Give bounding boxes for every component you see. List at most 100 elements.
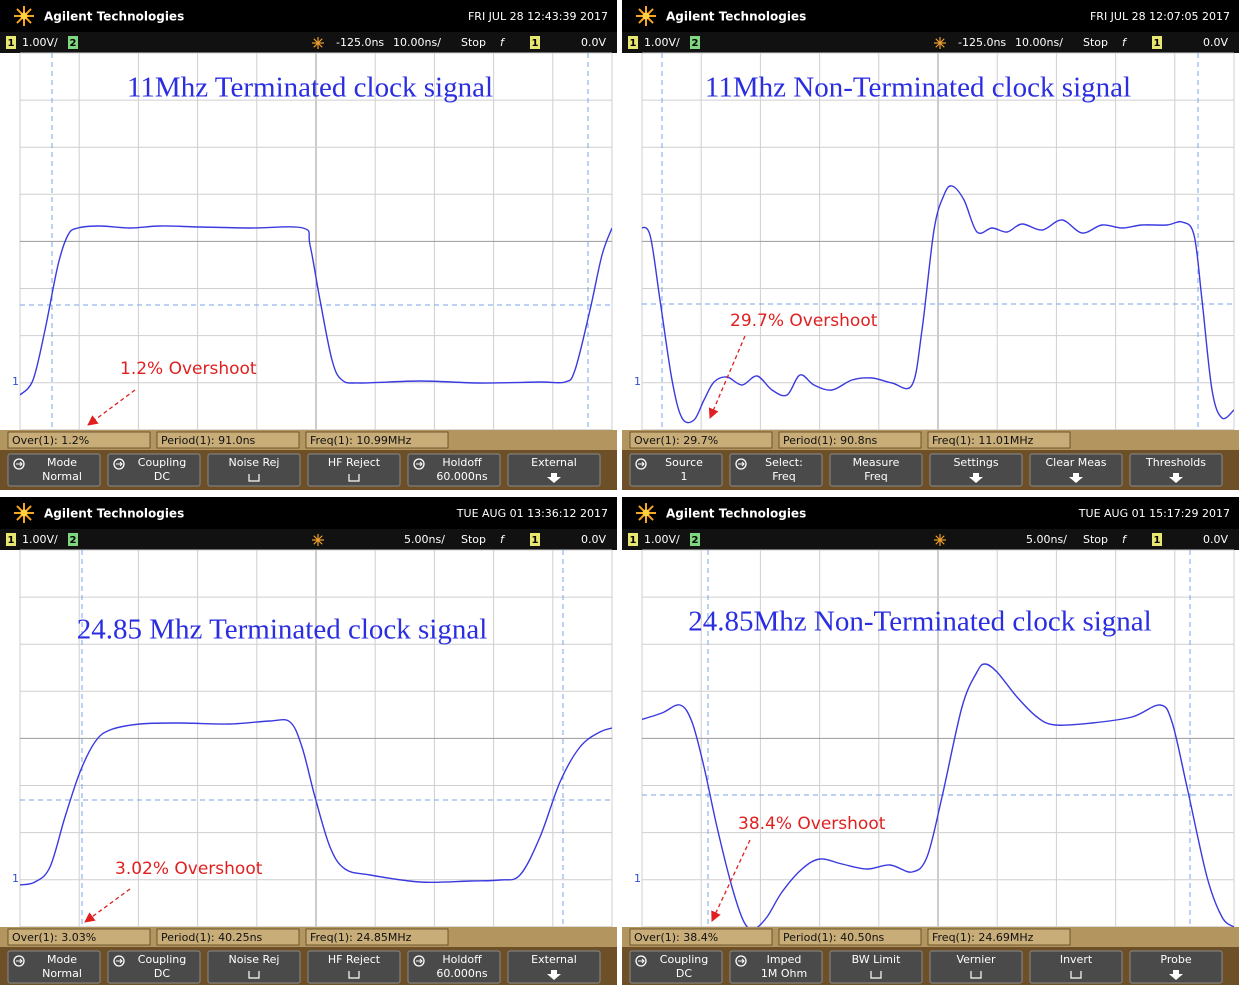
softkey-label: Mode [47, 953, 77, 966]
page: Oscilloscope clock signal comparison {"p… [0, 0, 1239, 985]
scope-panel: Agilent Technologies FRI JUL 28 12:07:05 … [622, 0, 1239, 490]
softkey-label: HF Reject [328, 953, 381, 966]
run-state: Stop [461, 533, 486, 546]
trigger-level: 0.0V [581, 533, 606, 546]
softkey-sublabel: Freq [864, 470, 888, 483]
annotation: 29.7% Overshoot [730, 311, 878, 331]
softkey-sublabel: Normal [42, 470, 82, 483]
scope-panel: Agilent Technologies TUE AUG 01 15:17:29 … [622, 497, 1239, 985]
softkey-label: HF Reject [328, 456, 381, 469]
timebase: 5.00ns/ [404, 533, 445, 546]
logo-icon [14, 503, 34, 523]
ground-marker: 1 [634, 872, 641, 885]
timebase: 10.00ns/ [393, 36, 441, 49]
channel-label: 2 [692, 38, 699, 49]
measurement: Period(1): 91.0ns [161, 434, 256, 447]
softkey-label: Imped [767, 953, 802, 966]
softkey-sublabel: 60.000ns [436, 967, 487, 980]
softkey-label: Noise Rej [229, 456, 280, 469]
trigger-icon [312, 37, 324, 49]
measurement: Freq(1): 11.01MHz [932, 434, 1034, 447]
softkey-label: Measure [853, 456, 900, 469]
measurement: Freq(1): 24.85MHz [310, 931, 412, 944]
logo-icon [636, 503, 656, 523]
measurement: Period(1): 40.50ns [783, 931, 885, 944]
softkey-label: Select: [765, 456, 803, 469]
measurement: Over(1): 1.2% [12, 434, 89, 447]
ground-marker: 1 [12, 872, 19, 885]
scope-panel: Agilent Technologies FRI JUL 28 12:43:39 … [0, 0, 617, 490]
brand: Agilent Technologies [44, 10, 184, 24]
delay: -125.0ns [336, 36, 384, 49]
ground-marker: 1 [634, 375, 641, 388]
annotation: 38.4% Overshoot [738, 814, 886, 834]
scope-panel: Agilent Technologies TUE AUG 01 13:36:12 … [0, 497, 617, 985]
softkey-label: Coupling [660, 953, 708, 966]
softkey-label: Coupling [138, 953, 186, 966]
channel-label: 1 [8, 535, 15, 546]
logo-icon [636, 6, 656, 26]
softkey-sublabel: DC [154, 470, 170, 483]
trigger-level: 0.0V [581, 36, 606, 49]
measurement: Freq(1): 24.69MHz [932, 931, 1034, 944]
delay: -125.0ns [958, 36, 1006, 49]
channel-scale: 1.00V/ [644, 533, 680, 546]
softkey-label: Vernier [956, 953, 996, 966]
channel-label: 1 [8, 38, 15, 49]
logo-core [21, 13, 28, 20]
datetime: FRI JUL 28 12:43:39 2017 [468, 10, 608, 23]
softkey-label: Source [665, 456, 703, 469]
measurement: Over(1): 29.7% [634, 434, 718, 447]
softkey-label: Coupling [138, 456, 186, 469]
status-bar [0, 529, 617, 550]
trigger-level: 0.0V [1203, 36, 1228, 49]
brand: Agilent Technologies [44, 507, 184, 521]
softkey-label: Holdoff [442, 456, 482, 469]
logo-core [21, 510, 28, 517]
softkey-sublabel: 60.000ns [436, 470, 487, 483]
channel-label: 1 [630, 535, 637, 546]
measurement: Period(1): 40.25ns [161, 931, 263, 944]
measurement: Over(1): 38.4% [634, 931, 718, 944]
softkey-label: Invert [1060, 953, 1093, 966]
timebase: 5.00ns/ [1026, 533, 1067, 546]
channel-label: 1 [630, 38, 637, 49]
softkey-label: Holdoff [442, 953, 482, 966]
run-state: Stop [1083, 36, 1108, 49]
panel-title: 11Mhz Terminated clock signal [127, 72, 493, 104]
channel-scale: 1.00V/ [22, 36, 58, 49]
panel-title: 24.85Mhz Non-Terminated clock signal [688, 606, 1151, 638]
screenshot: Agilent Technologies FRI JUL 28 12:43:39 … [0, 0, 1239, 985]
run-state: Stop [461, 36, 486, 49]
timebase: 10.00ns/ [1015, 36, 1063, 49]
logo-core [643, 13, 650, 20]
softkey-label: External [531, 456, 577, 469]
measurement: Period(1): 90.8ns [783, 434, 878, 447]
datetime: FRI JUL 28 12:07:05 2017 [1090, 10, 1230, 23]
softkey-sublabel: DC [154, 967, 170, 980]
annotation: 3.02% Overshoot [115, 859, 263, 879]
trigger-icon [934, 534, 946, 546]
brand: Agilent Technologies [666, 507, 806, 521]
datetime: TUE AUG 01 15:17:29 2017 [1078, 507, 1230, 520]
datetime: TUE AUG 01 13:36:12 2017 [456, 507, 608, 520]
softkey-label: Thresholds [1145, 456, 1206, 469]
softkey-sublabel: Normal [42, 967, 82, 980]
ground-marker: 1 [12, 375, 19, 388]
softkey-label: External [531, 953, 577, 966]
panel-title: 11Mhz Non-Terminated clock signal [705, 72, 1131, 104]
measurement: Freq(1): 10.99MHz [310, 434, 412, 447]
status-bar [0, 32, 617, 53]
brand: Agilent Technologies [666, 10, 806, 24]
panel-title: 24.85 Mhz Terminated clock signal [77, 614, 488, 646]
softkey-label: Noise Rej [229, 953, 280, 966]
softkey-label: Mode [47, 456, 77, 469]
body: Agilent Technologies FRI JUL 28 12:43:39 … [0, 0, 1239, 985]
status-bar [622, 529, 1239, 550]
softkey-label: Clear Meas [1046, 456, 1107, 469]
logo-core [643, 510, 650, 517]
softkey-label: Settings [953, 456, 998, 469]
measurement: Over(1): 3.03% [12, 931, 96, 944]
annotation: 1.2% Overshoot [120, 359, 257, 379]
channel-label: 2 [692, 535, 699, 546]
